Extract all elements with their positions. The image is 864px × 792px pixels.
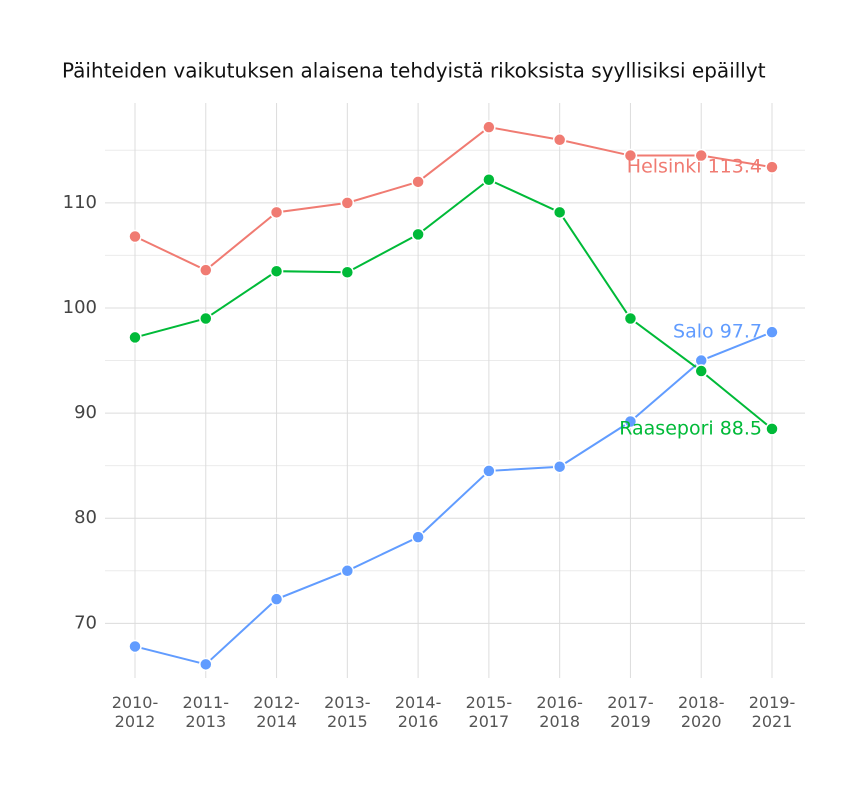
point (411, 227, 425, 242)
point (765, 422, 779, 436)
point (128, 639, 142, 654)
point (128, 229, 142, 244)
end-label: Raasepori 88.5 (619, 417, 762, 439)
x-tick-label: 2013- 2015 (324, 693, 371, 731)
point (199, 657, 213, 672)
point (552, 133, 567, 147)
x-tick-label: 2015- 2017 (465, 693, 513, 731)
point (623, 148, 638, 163)
point (340, 265, 355, 279)
end-label: Helsinki 113.4 (627, 156, 762, 178)
point (128, 330, 142, 345)
y-tick-label: 100 (63, 297, 97, 318)
point (269, 264, 284, 278)
point (552, 459, 567, 474)
point (199, 263, 213, 277)
point (552, 205, 567, 220)
x-tick-label: 2016- 2018 (536, 693, 583, 731)
line (134, 331, 773, 666)
point (765, 325, 779, 339)
point (482, 120, 496, 134)
y-tick-label: 110 (63, 192, 97, 213)
chart-title: Päihteiden vaikutuksen alaisena tehdyist… (62, 59, 766, 83)
x-tick-label: 2014- 2016 (394, 693, 442, 731)
x-tick-label: 2017- 2019 (607, 693, 654, 731)
line (134, 178, 773, 430)
x-tick-label: 2011- 2013 (182, 693, 230, 731)
point (199, 311, 213, 326)
y-tick-label: 90 (74, 402, 97, 423)
x-tick-label: 2010- 2012 (111, 693, 159, 731)
y-tick-label: 70 (74, 612, 97, 633)
point (623, 311, 638, 326)
point (269, 592, 284, 606)
y-tick-label: 80 (74, 507, 97, 528)
point (411, 530, 425, 544)
point (340, 564, 355, 578)
point (411, 175, 425, 189)
point (482, 464, 496, 478)
line (134, 126, 773, 272)
point (623, 414, 638, 429)
point (765, 160, 779, 174)
end-label: Salo 97.7 (673, 321, 762, 343)
x-tick-label: 2019- 2021 (748, 693, 796, 731)
x-tick-label: 2018- 2020 (677, 693, 725, 731)
x-tick-label: 2012- 2014 (253, 693, 300, 731)
point (269, 205, 284, 220)
point (694, 148, 708, 163)
point (482, 172, 496, 187)
point (340, 196, 355, 210)
point (694, 364, 708, 378)
